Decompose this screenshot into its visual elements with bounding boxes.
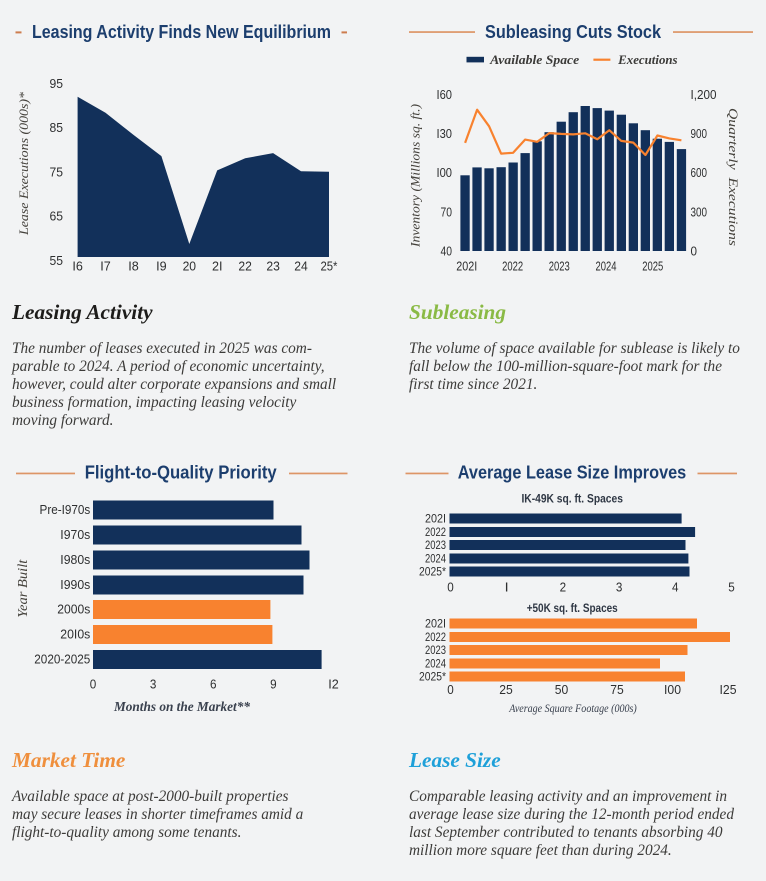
svg-text:Average Square Footage (000s): Average Square Footage (000s) <box>508 703 637 715</box>
svg-text:85: 85 <box>50 120 64 135</box>
svg-text:900: 900 <box>691 126 708 141</box>
svg-text:23: 23 <box>266 259 280 274</box>
svg-text:+50K sq. ft. Spaces: +50K sq. ft. Spaces <box>527 601 618 615</box>
svg-text:I: I <box>505 580 509 595</box>
svg-text:2: 2 <box>560 580 567 595</box>
svg-text:I2: I2 <box>328 676 339 691</box>
svg-text:2025*: 2025* <box>419 670 446 684</box>
svg-text:75: 75 <box>610 682 624 697</box>
svg-text:95: 95 <box>50 76 64 91</box>
svg-text:Available Space: Available Space <box>489 53 580 67</box>
svg-text:24: 24 <box>294 259 308 274</box>
svg-text:I6: I6 <box>72 259 83 274</box>
svg-text:2020-2025: 2020-2025 <box>34 653 90 667</box>
svg-text:I970s: I970s <box>60 528 90 542</box>
svg-text:2000s: 2000s <box>57 603 90 617</box>
svg-text:Inventory (Millions sq. ft.): Inventory (Millions sq. ft.) <box>409 104 423 248</box>
svg-text:Subleasing Cuts Stock: Subleasing Cuts Stock <box>485 22 662 42</box>
svg-text:0: 0 <box>90 676 97 691</box>
svg-text:I980s: I980s <box>60 553 90 567</box>
svg-text:3: 3 <box>150 676 157 691</box>
svg-text:2022: 2022 <box>425 630 446 644</box>
svg-text:Pre-I970s: Pre-I970s <box>40 503 91 517</box>
svg-text:Executions: Executions <box>617 53 678 67</box>
svg-text:25: 25 <box>499 682 513 697</box>
svg-text:600: 600 <box>691 165 708 180</box>
svg-text:202I: 202I <box>425 512 446 526</box>
svg-text:2025*: 2025* <box>419 565 446 579</box>
svg-text:75: 75 <box>50 164 64 179</box>
svg-text:55: 55 <box>50 253 64 268</box>
svg-text:70: 70 <box>441 204 453 219</box>
svg-text:Year Built: Year Built <box>15 558 30 617</box>
svg-text:IK-49K sq. ft. Spaces: IK-49K sq. ft. Spaces <box>521 492 623 506</box>
svg-text:I990s: I990s <box>60 578 90 592</box>
svg-text:4: 4 <box>672 580 679 595</box>
svg-text:Months on the Market**: Months on the Market** <box>113 699 250 714</box>
svg-text:0: 0 <box>691 244 698 259</box>
svg-text:Quarterly Executions: Quarterly Executions <box>726 108 740 246</box>
svg-text:2023: 2023 <box>425 643 446 657</box>
svg-text:I,200: I,200 <box>691 87 717 102</box>
svg-text:I7: I7 <box>100 259 111 274</box>
svg-text:2023: 2023 <box>549 259 570 274</box>
svg-text:Lease Executions (000s)*: Lease Executions (000s)* <box>17 91 31 236</box>
svg-text:25*: 25* <box>320 259 337 274</box>
svg-text:Flight-to-Quality Priority: Flight-to-Quality Priority <box>85 463 277 483</box>
svg-text:2024: 2024 <box>596 259 617 274</box>
svg-text:I9: I9 <box>156 259 167 274</box>
svg-text:9: 9 <box>270 676 277 691</box>
svg-text:22: 22 <box>238 259 252 274</box>
svg-text:I60: I60 <box>437 87 453 102</box>
svg-text:6: 6 <box>210 676 217 691</box>
svg-text:Average Lease Size Improves: Average Lease Size Improves <box>458 463 687 483</box>
svg-text:2024: 2024 <box>425 552 446 566</box>
svg-text:2022: 2022 <box>425 525 446 539</box>
svg-text:I00: I00 <box>664 682 681 697</box>
svg-text:0: 0 <box>447 580 454 595</box>
svg-text:I25: I25 <box>720 682 737 697</box>
svg-text:3: 3 <box>616 580 623 595</box>
svg-text:65: 65 <box>50 209 64 224</box>
svg-text:2025: 2025 <box>642 259 663 274</box>
svg-text:2022: 2022 <box>502 259 523 274</box>
svg-text:40: 40 <box>441 244 453 259</box>
svg-text:I30: I30 <box>437 126 453 141</box>
svg-text:Leasing Activity Finds New Equ: Leasing Activity Finds New Equilibrium <box>32 22 331 42</box>
svg-text:2I: 2I <box>212 259 223 274</box>
svg-text:I8: I8 <box>128 259 139 274</box>
svg-text:50: 50 <box>555 682 569 697</box>
svg-text:2023: 2023 <box>425 538 446 552</box>
svg-text:5: 5 <box>728 580 735 595</box>
svg-text:202I: 202I <box>425 617 446 631</box>
svg-text:0: 0 <box>447 682 454 697</box>
svg-text:20: 20 <box>183 259 197 274</box>
svg-text:I00: I00 <box>437 165 453 180</box>
svg-text:20I0s: 20I0s <box>60 628 90 642</box>
svg-text:202I: 202I <box>456 259 477 274</box>
svg-text:300: 300 <box>691 204 708 219</box>
svg-text:2024: 2024 <box>425 657 446 671</box>
